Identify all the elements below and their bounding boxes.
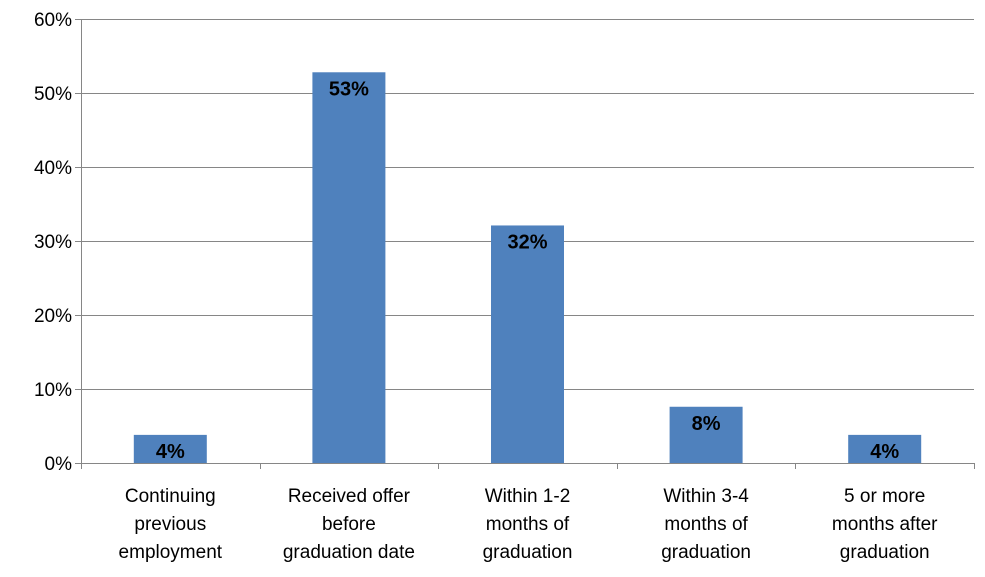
- x-tick-label-line: graduation: [840, 542, 930, 563]
- data-labels: 4% 53% 32% 8% 4%: [156, 78, 900, 463]
- data-label: 4%: [870, 441, 899, 463]
- x-tick-label-line: Within 3-4: [663, 486, 749, 507]
- data-label: 53%: [329, 78, 369, 100]
- y-tick-label: 10%: [34, 380, 72, 401]
- bars: [133, 72, 922, 463]
- axes: [75, 19, 975, 469]
- y-tick-label: 20%: [34, 306, 72, 327]
- x-tick-label-line: before: [322, 514, 376, 535]
- x-tick-label-line: Continuing: [125, 486, 216, 507]
- bar-1: [133, 434, 207, 463]
- x-tick-label: Within 1-2 months of graduation: [483, 486, 573, 563]
- x-tick-label: 5 or more months after graduation: [832, 486, 938, 563]
- x-tick-label-line: 5 or more: [844, 486, 925, 507]
- y-tick-label: 0%: [45, 454, 73, 475]
- x-tick-label-line: previous: [134, 514, 206, 535]
- x-axis-tick-labels: Continuing previous employment Received off…: [119, 486, 939, 563]
- x-tick-label-line: graduation: [483, 542, 573, 563]
- x-tick-label-line: Within 1-2: [485, 486, 571, 507]
- x-tick-label: Continuing previous employment: [119, 486, 223, 563]
- bar-2: [312, 72, 386, 463]
- y-tick-label: 60%: [34, 10, 72, 31]
- x-tick-label-line: months after: [832, 514, 938, 535]
- data-label: 8%: [692, 413, 721, 435]
- bar-5: [848, 434, 922, 463]
- bar-3: [491, 225, 564, 463]
- y-axis-tick-labels: 0% 10% 20% 30% 40% 50% 60%: [34, 10, 72, 475]
- data-label: 32%: [507, 231, 547, 253]
- x-tick-label-line: graduation: [661, 542, 751, 563]
- x-tick-label: Within 3-4 months of graduation: [661, 486, 751, 563]
- y-tick-label: 30%: [34, 232, 72, 253]
- x-tick-label: Received offer before graduation date: [283, 486, 415, 563]
- y-tick-label: 50%: [34, 84, 72, 105]
- data-label: 4%: [156, 441, 185, 463]
- bar-4: [669, 406, 743, 463]
- x-tick-label-line: Received offer: [288, 486, 411, 507]
- x-tick-label-line: graduation date: [283, 542, 415, 563]
- x-tick-label-line: months of: [486, 514, 570, 535]
- y-tick-label: 40%: [34, 158, 72, 179]
- x-tick-label-line: months of: [664, 514, 748, 535]
- x-tick-label-line: employment: [119, 542, 223, 563]
